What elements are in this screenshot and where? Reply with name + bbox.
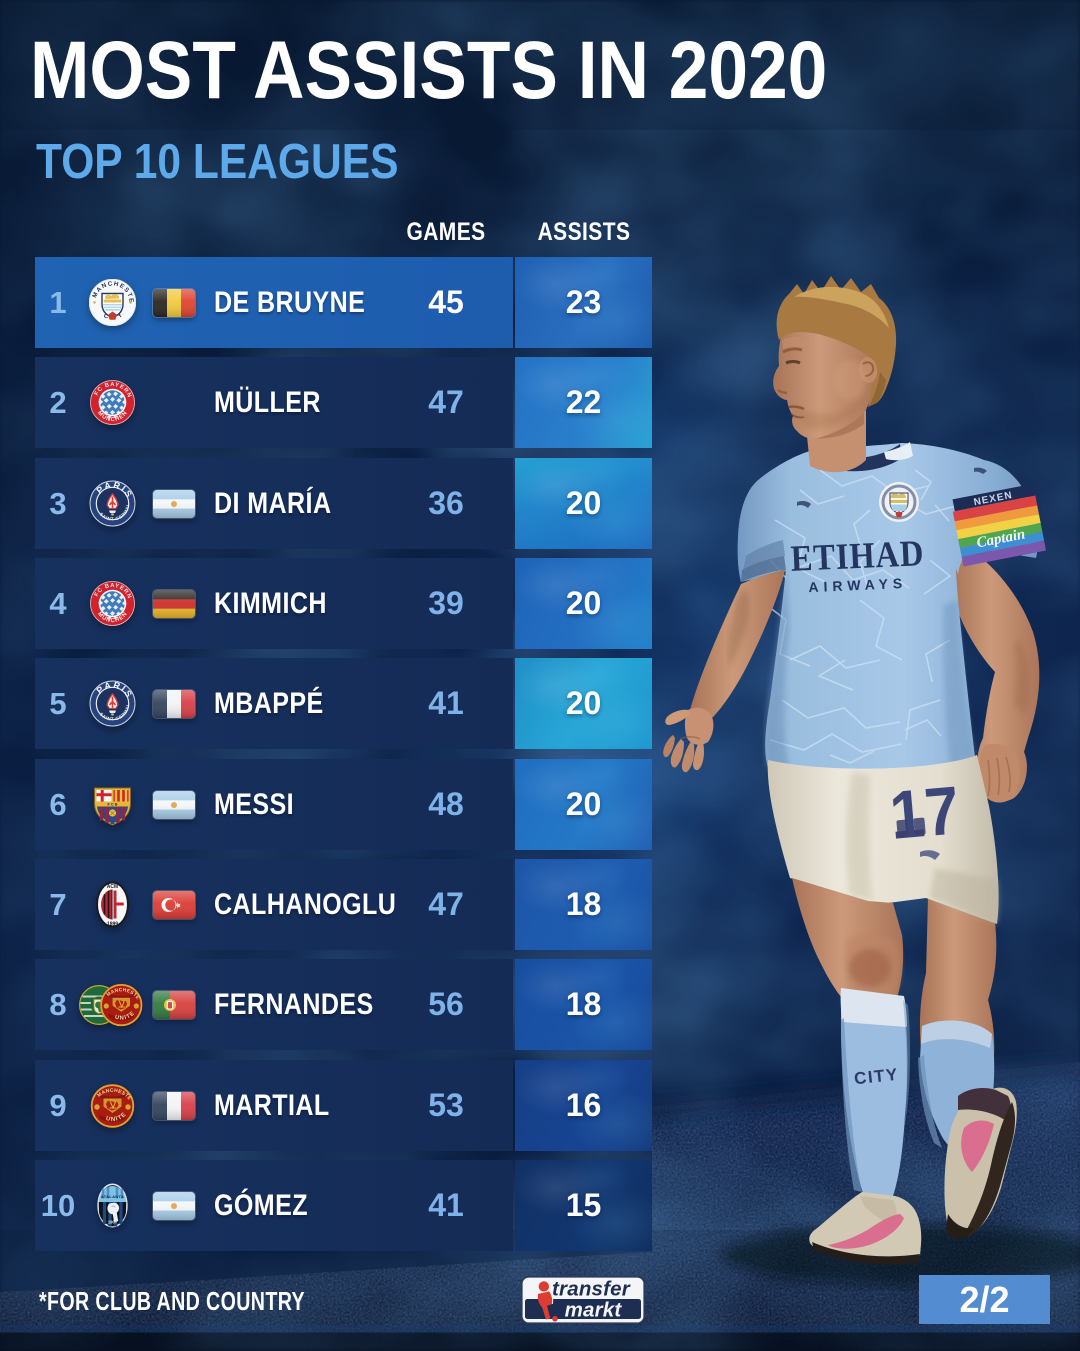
- svg-text:F C B: F C B: [108, 802, 118, 806]
- svg-text:AIRWAYS: AIRWAYS: [808, 575, 907, 595]
- svg-text:markt: markt: [565, 1299, 623, 1322]
- svg-text:CITY: CITY: [853, 1065, 899, 1089]
- svg-text:transfer: transfer: [552, 1278, 631, 1301]
- svg-text:ETIHAD: ETIHAD: [790, 532, 925, 579]
- svg-text:1907: 1907: [108, 1220, 118, 1225]
- svg-text:ATALANTA: ATALANTA: [101, 1194, 124, 1199]
- svg-text:1899: 1899: [107, 922, 118, 928]
- svg-text:17: 17: [887, 771, 963, 854]
- svg-text:ACM: ACM: [107, 884, 118, 890]
